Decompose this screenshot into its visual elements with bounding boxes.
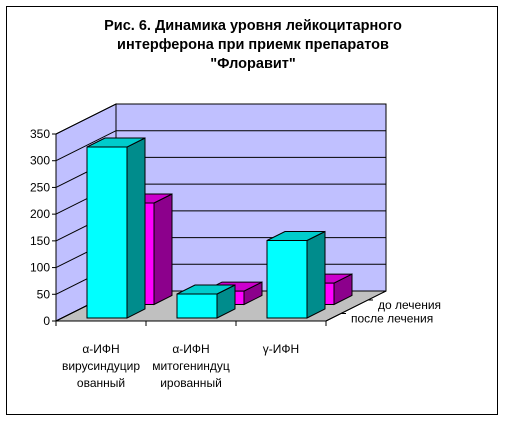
bar-side-face [126,137,146,319]
series-label-1: после лечения [351,312,433,326]
category-label-1: α-ИФН митогениндуц ированный [152,342,230,390]
chart-title-line-3: "Флоравит" [210,56,296,72]
y-tick-label: 250 [30,180,50,194]
bar-side-face [153,193,173,306]
bar-after-treatment-2 [266,230,326,319]
category-label-2: γ-ИФН [263,342,299,356]
gridline [55,130,386,162]
chart-title-line-2: интерферона при приемк препаратов [117,37,389,53]
bars [86,137,353,319]
y-tick-label: 300 [30,154,50,168]
y-tick-label: 200 [30,207,50,221]
category-label-line: ированный [160,376,222,390]
bar-front-face [176,293,218,319]
bar-after-treatment-1 [176,284,236,319]
y-tick-label: 350 [30,127,50,141]
y-tick-label: 0 [43,314,50,328]
bar-side-face [306,230,326,319]
category-label-line: γ-ИФН [263,342,299,356]
chart-title-line-1: Рис. 6. Динамика уровня лейкоцитарного [104,18,402,34]
category-label-line: α-ИФН [172,342,209,356]
category-label-line: α-ИФН [82,342,119,356]
chart-title: Рис. 6. Динамика уровня лейкоцитарного и… [7,17,499,74]
y-tick-label: 50 [37,287,51,301]
bar-front-face [86,146,128,319]
category-label-line: ованный [77,376,125,390]
depth-axis [325,290,387,322]
y-axis-ticks: 0 50 100 150 200 250 300 350 [30,127,327,328]
series-label-0: до лечения [378,298,441,312]
gridline [55,103,386,135]
category-label-0: α-ИФН вирусиндуцир ованный [62,342,140,390]
bar-front-face [266,240,308,319]
bar-after-treatment-0 [86,137,146,319]
y-tick-label: 100 [30,261,50,275]
category-label-line: митогениндуц [152,359,230,373]
category-label-line: вирусиндуцир [62,359,140,373]
y-tick-label: 150 [30,234,50,248]
x-axis-categories: α-ИФН вирусиндуцир ованный α-ИФН митогенинду… [62,342,299,390]
